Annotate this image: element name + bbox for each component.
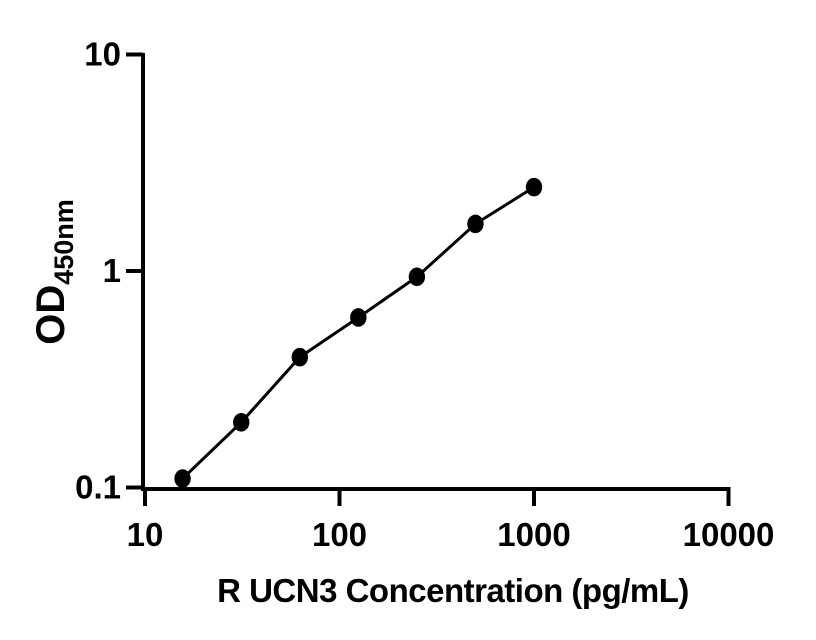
data-point	[291, 347, 308, 367]
x-tick-label: 100	[312, 516, 367, 553]
data-point	[350, 308, 367, 327]
axes: 10 100 1000 10000 0.1 1 10	[75, 36, 774, 554]
data-point	[233, 413, 250, 432]
x-tick-label: 10	[127, 516, 164, 553]
data-point	[467, 214, 484, 234]
data-point	[408, 267, 426, 287]
y-tick-label: 0.1	[75, 469, 121, 506]
y-axis-title-subscript: 450nm	[49, 199, 79, 285]
y-axis-title-main: OD	[29, 285, 73, 345]
y-tick-label: 1	[103, 252, 121, 289]
x-tick-label: 10000	[683, 516, 775, 553]
data-series	[174, 177, 543, 488]
y-axis-title: OD450nm	[29, 199, 79, 345]
y-tick-label: 10	[84, 36, 121, 73]
x-axis-title: R UCN3 Concentration (pg/mL)	[217, 572, 689, 609]
data-point	[174, 469, 191, 488]
curve-line	[181, 185, 535, 480]
x-tick-label: 1000	[497, 516, 570, 553]
data-point	[525, 177, 543, 197]
